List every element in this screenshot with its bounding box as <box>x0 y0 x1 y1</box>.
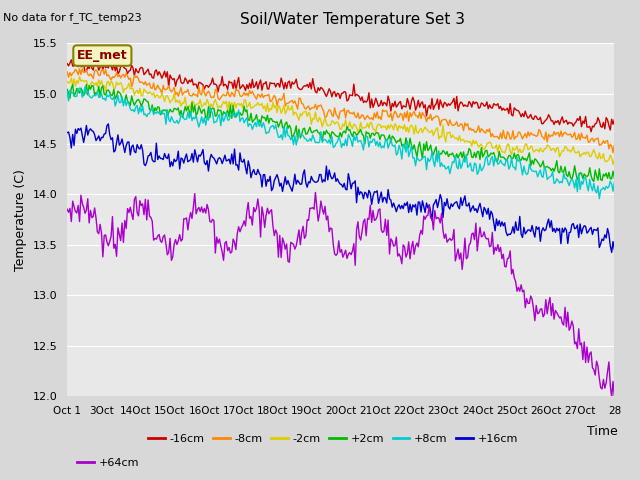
Y-axis label: Temperature (C): Temperature (C) <box>14 168 27 271</box>
Legend: +64cm: +64cm <box>73 453 143 472</box>
Text: Soil/Water Temperature Set 3: Soil/Water Temperature Set 3 <box>239 12 465 27</box>
Text: Time: Time <box>587 425 618 438</box>
Text: EE_met: EE_met <box>77 49 127 62</box>
Text: No data for f_TC_temp23: No data for f_TC_temp23 <box>3 12 142 23</box>
Legend: -16cm, -8cm, -2cm, +2cm, +8cm, +16cm: -16cm, -8cm, -2cm, +2cm, +8cm, +16cm <box>143 429 522 448</box>
